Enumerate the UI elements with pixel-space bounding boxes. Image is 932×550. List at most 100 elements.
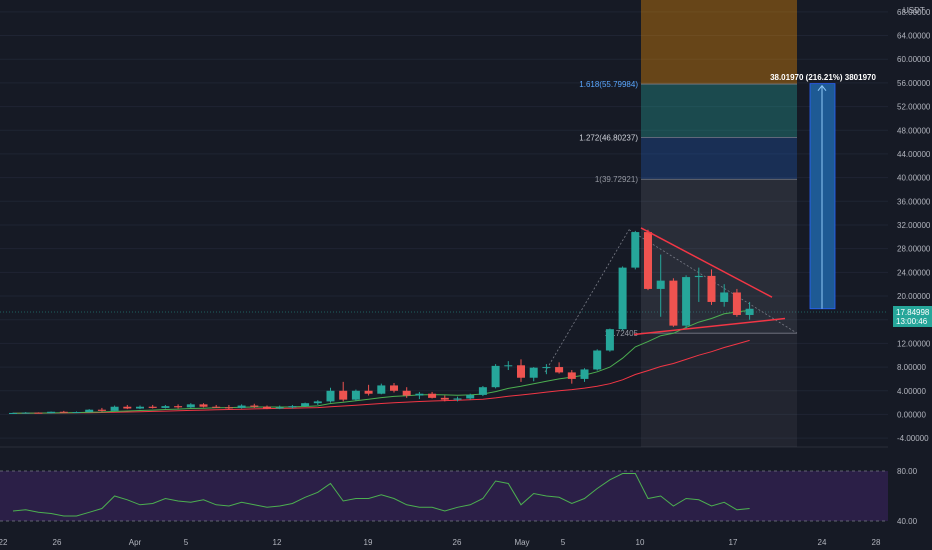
triangle-pattern[interactable] (633, 227, 786, 336)
price-tick-label: 20.00000 (897, 292, 931, 301)
candle-body (186, 404, 195, 408)
candle-body (491, 365, 500, 388)
time-tick-label: 24 (818, 538, 827, 547)
price-tick-label: 12.00000 (897, 339, 931, 348)
price-tag-price: 17.84998 (896, 308, 930, 317)
candle-body (161, 406, 170, 408)
candle-body (275, 407, 284, 409)
candle-body (402, 390, 411, 396)
candle-body (631, 232, 640, 268)
candle-body (440, 397, 449, 400)
candle-body (390, 385, 398, 391)
candle-body (174, 406, 183, 408)
price-tick-label: 36.00000 (897, 197, 931, 206)
price-tick-label: 0.00000 (897, 410, 926, 419)
candle-body (555, 367, 564, 373)
candle-body (263, 406, 271, 409)
candle-body (720, 292, 729, 302)
candle-body (326, 390, 335, 402)
price-tick-label: 40.00000 (897, 174, 931, 183)
measure-arrow-head (817, 84, 827, 91)
triangle-lower-line (633, 317, 786, 336)
fib-zone (641, 333, 797, 447)
rsi-band (0, 471, 888, 521)
time-tick-label: 22 (0, 538, 8, 547)
fib-level-label: 13.72405 (605, 329, 639, 338)
candle-body (428, 393, 437, 398)
price-tick-label: 68.00000 (897, 8, 931, 17)
time-tick-label: 19 (364, 538, 373, 547)
candle-body (59, 411, 68, 413)
candle-body (237, 405, 246, 408)
candle-body (288, 406, 297, 408)
time-tick-label: 17 (729, 538, 738, 547)
candle-body (618, 267, 627, 330)
price-axis[interactable]: USDT 68.00000 64.00000 60.00000 56.00000 52.… (897, 6, 931, 443)
candle-body (605, 329, 614, 351)
candle-body (517, 365, 525, 378)
rsi-line (12, 473, 750, 517)
candlesticks (9, 229, 754, 414)
price-tick-label: 32.00000 (897, 221, 931, 230)
candle-body (199, 404, 208, 407)
price-tick-label: -4.00000 (897, 434, 929, 443)
time-tick-label: 26 (453, 538, 462, 547)
candle-body (732, 292, 741, 315)
candle-body (21, 412, 30, 414)
candle-body (364, 390, 373, 394)
rsi-pane: 80.00 40.00 (0, 467, 918, 526)
candle-body (694, 275, 703, 278)
price-tag-countdown: 13:00:46 (896, 317, 928, 326)
candle-body (580, 369, 589, 379)
time-axis[interactable]: 22 26 Apr 5 12 19 26 May 5 10 17 24 28 (0, 538, 881, 547)
time-tick-label: 10 (636, 538, 645, 547)
price-tag-box (893, 306, 932, 327)
candle-body (212, 406, 221, 408)
measure-tool[interactable]: 38.01970 (216.21%) 3801970 (770, 73, 876, 310)
candle-body (466, 394, 475, 399)
candle-body (224, 407, 233, 409)
price-tick-label: 52.00000 (897, 103, 931, 112)
candle-body (593, 350, 602, 370)
time-tick-label: 28 (872, 538, 881, 547)
candle-body (656, 280, 665, 289)
fib-trend-line (628, 229, 798, 334)
fib-level-label: 1.618(55.79984) (579, 80, 638, 89)
price-tick-label: 60.00000 (897, 55, 931, 64)
rsi-tick-label: 80.00 (897, 467, 918, 476)
moving-averages (12, 309, 750, 414)
candle-body (339, 390, 348, 400)
time-tick-label: 12 (273, 538, 282, 547)
fib-level-label: 1.272(46.80237) (579, 133, 638, 142)
price-tick-label: 8.00000 (897, 363, 926, 372)
fib-zone (641, 137, 797, 180)
time-tick-label: 5 (561, 538, 566, 547)
price-tick-label: 56.00000 (897, 79, 931, 88)
candle-body (504, 365, 513, 367)
time-tick-label: May (514, 538, 529, 547)
candle-body (542, 367, 551, 369)
candle-body (313, 401, 322, 404)
candle-body (707, 275, 716, 302)
candle-body (745, 308, 754, 315)
candle-body (567, 372, 576, 379)
candle-body (148, 406, 157, 408)
candle-body (9, 412, 17, 414)
time-tick-label: Apr (129, 538, 142, 547)
fib-zone-top (641, 0, 797, 85)
candle-body (72, 412, 81, 414)
fib-trend-line (544, 229, 630, 373)
candle-body (123, 406, 132, 409)
price-tick-label: 44.00000 (897, 150, 931, 159)
fibonacci-extension[interactable]: 1.618(55.79984) 1.272(46.80237) 1(39.72921… (544, 0, 798, 447)
candle-body (529, 367, 538, 378)
candle-body (97, 409, 106, 411)
candle-body (110, 406, 119, 411)
candle-body (47, 411, 56, 414)
price-tick-label: 24.00000 (897, 268, 931, 277)
currency-label: USDT (903, 6, 925, 15)
measure-label: 38.01970 (216.21%) 3801970 (770, 73, 876, 82)
price-tick-label: 4.00000 (897, 387, 926, 396)
candle-body (351, 390, 360, 400)
